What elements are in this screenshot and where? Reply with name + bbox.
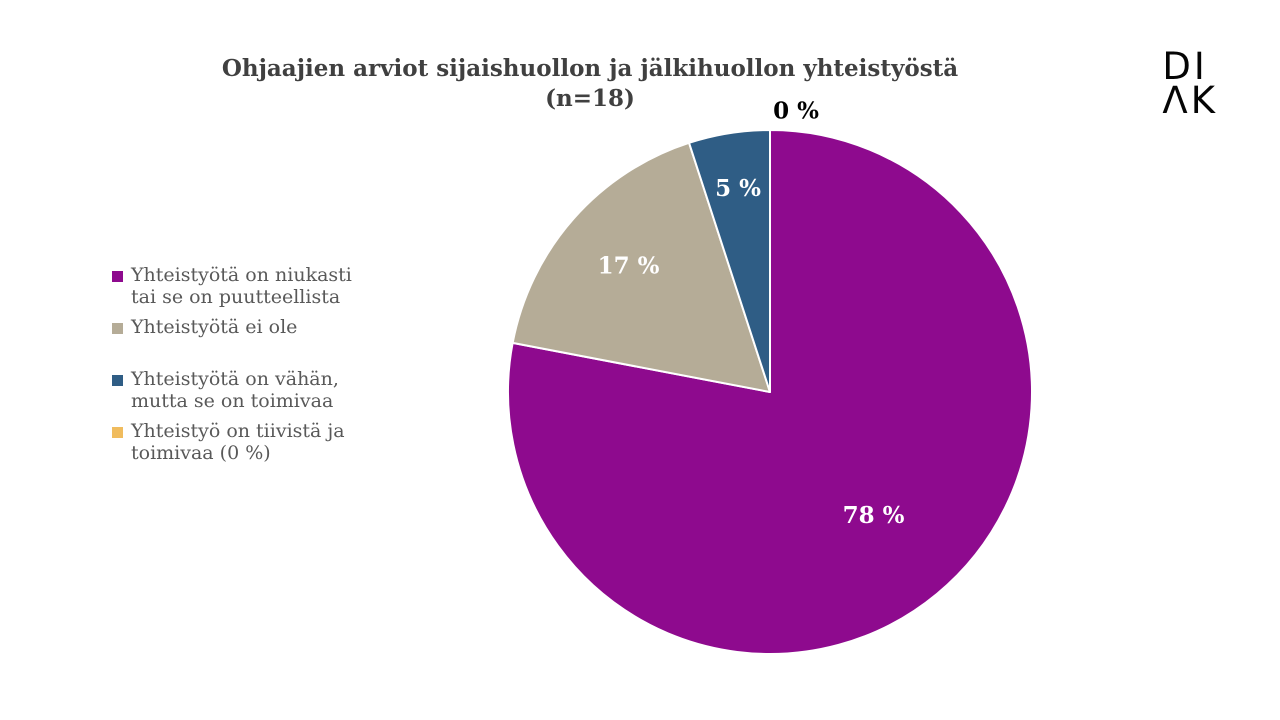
pie-slice — [688, 129, 771, 393]
legend-item: Yhteistyötä on niukasti tai se on puuttee… — [112, 264, 372, 316]
legend-item: Yhteistyötä ei ole — [112, 316, 372, 368]
pie-data-label: 17 % — [598, 252, 660, 279]
diak-logo-line2: ΛK — [1162, 79, 1218, 123]
pie-data-label: 78 % — [843, 502, 905, 529]
chart-title-line2: (n=18) — [545, 84, 635, 112]
legend-label: Yhteistyötä ei ole — [131, 316, 298, 338]
legend-label: Yhteistyötä on niukasti tai se on puuttee… — [131, 264, 352, 308]
legend-item: Yhteistyötä on vähän, mutta se on toimiva… — [112, 368, 372, 420]
chart-title-line1: Ohjaajien arviot sijaishuollon ja jälkih… — [221, 55, 959, 82]
chart-title: Ohjaajien arviot sijaishuollon ja jälkih… — [40, 54, 1140, 114]
legend-label: Yhteistyö on tiivistä ja toimivaa (0 %) — [131, 420, 345, 464]
legend: Yhteistyötä on niukasti tai se on puuttee… — [112, 264, 372, 472]
legend-swatch — [112, 323, 123, 334]
legend-swatch — [112, 271, 123, 282]
pie-data-label: 5 % — [715, 175, 761, 202]
legend-swatch — [112, 427, 123, 438]
pie-data-label: 0 % — [773, 97, 819, 124]
diak-logo: DI ΛK — [1162, 45, 1218, 123]
legend-swatch — [112, 375, 123, 386]
diak-logo-line1: DI — [1162, 45, 1208, 88]
pie-slice — [511, 141, 771, 393]
legend-label: Yhteistyötä on vähän, mutta se on toimiva… — [131, 368, 339, 412]
legend-item: Yhteistyö on tiivistä ja toimivaa (0 %) — [112, 420, 372, 472]
